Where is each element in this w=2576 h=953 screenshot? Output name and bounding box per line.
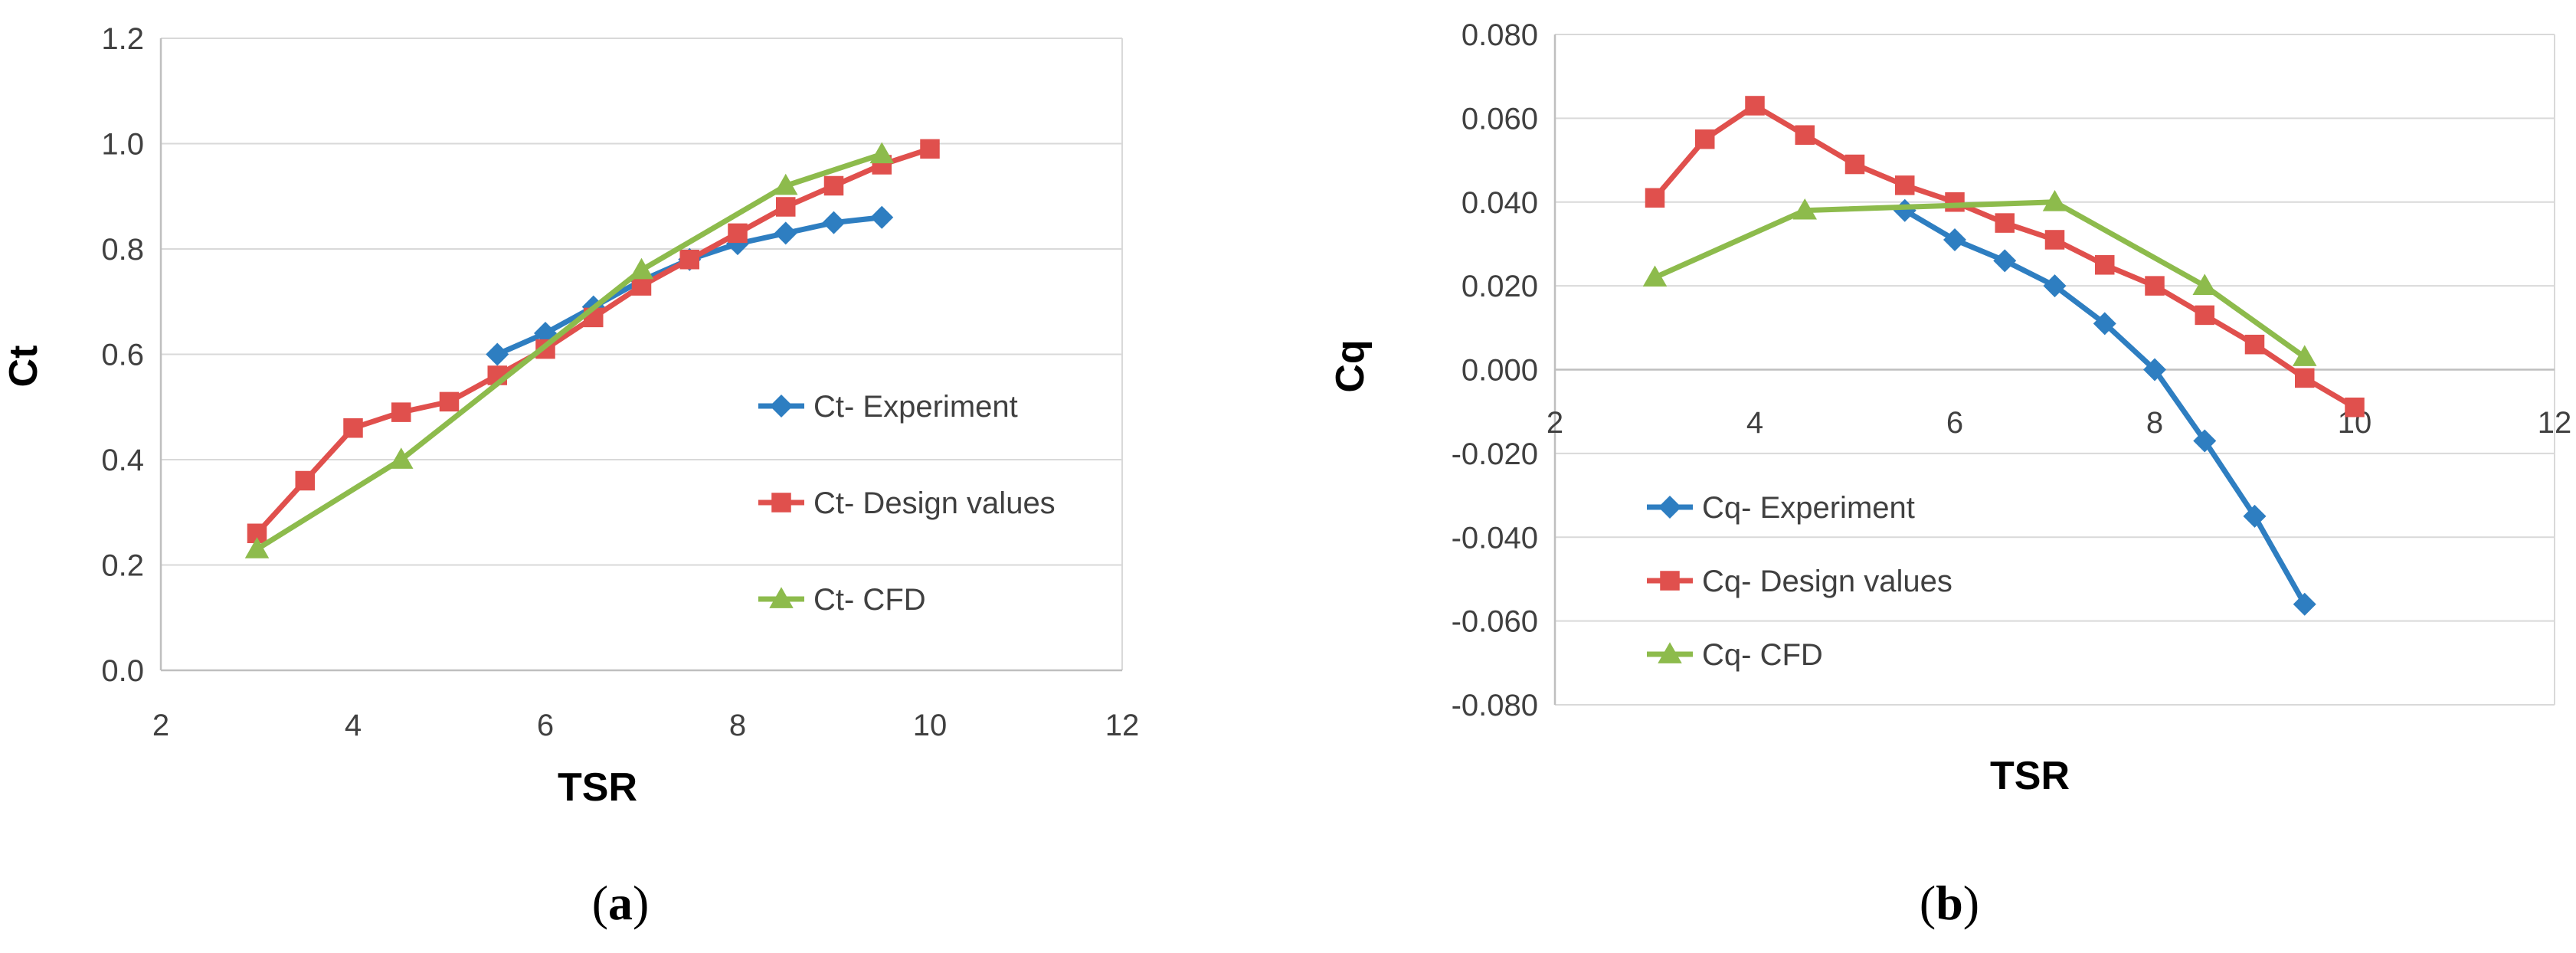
chart-a-series-ct-cfd-point — [389, 447, 414, 469]
chart-b-series-cq-design-values-point — [1945, 192, 1965, 212]
chart-b-series-cq-design-values-point — [2345, 397, 2365, 418]
chart-b-x-tick-label: 6 — [1946, 406, 1963, 440]
chart-a-series-ct-design-values-point — [391, 402, 411, 422]
chart-a-series-ct-design-values-point — [343, 418, 363, 438]
chart-a-series-ct-cfd-point — [244, 537, 270, 558]
chart-a-caption: (a) — [592, 876, 650, 930]
chart-b-series-cq-design-values-point — [1695, 129, 1715, 149]
chart-b-y-tick-label: -0.020 — [1452, 437, 1538, 471]
chart-a-series-ct-design-values-point — [631, 276, 652, 296]
chart-b-series-cq-design-values-point — [1895, 175, 1915, 195]
chart-a-legend-item-label: Ct- Experiment — [813, 390, 1018, 424]
chart-b-series-cq-design-values-point — [1645, 188, 1665, 208]
chart-b-series-cq-experiment-point — [2243, 504, 2267, 528]
chart-a-x-tick-label: 10 — [913, 709, 948, 742]
chart-a-series-ct-design-values-line — [254, 146, 931, 535]
chart-a-legend-item-marker — [769, 587, 794, 608]
chart-b-x-axis-title: TSR — [1990, 754, 2070, 798]
chart-a-series-ct-design-values-point — [728, 223, 748, 244]
chart-b-y-axis-title: Cq — [1328, 339, 1373, 392]
chart-b-series-cq-experiment-point — [2293, 592, 2316, 616]
chart-b-x-tick-label: 2 — [1547, 406, 1563, 440]
chart-b-caption: (b) — [1920, 876, 1979, 930]
chart-b-series-cq-experiment-point — [2193, 429, 2217, 453]
chart-b-series-cq-experiment-point — [2093, 312, 2116, 336]
chart-a-legend-item-marker — [771, 493, 791, 513]
chart-b-legend-item-marker — [1660, 571, 1680, 591]
chart-b-series-cq-experiment-point — [2143, 358, 2166, 382]
chart-a-series-ct-cfd-point — [774, 173, 798, 195]
chart-b-series-cq-design-values-point — [1795, 125, 1815, 145]
chart-b-series-cq-design-values-point — [2044, 230, 2065, 250]
chart-a-series-ct-design-values-point — [439, 391, 460, 412]
chart-a-series-ct-design-values-point — [823, 175, 844, 196]
chart-b-series-cq-design-values-point — [2295, 368, 2315, 388]
chart-b-series-cq-experiment-point — [1943, 228, 1966, 251]
chart-a-legend-item-label: Ct- Design values — [813, 486, 1056, 520]
chart-b-series-cq-design-values-point — [1745, 96, 1765, 116]
chart-a-x-tick-label: 6 — [537, 709, 554, 742]
chart-a-series-ct-experiment-point — [486, 342, 509, 366]
chart-a-series-ct-experiment-point — [774, 221, 797, 245]
chart-a-series-ct-cfd-point — [869, 142, 894, 164]
chart-a-y-tick-label: 1.2 — [101, 22, 144, 56]
chart-a: 0.0 0.2 0.4 0.6 0.8 1.0 1.2 2 4 6 8 10 12 TSR Ct Ct- Ex… — [2, 22, 1139, 930]
chart-b-x-tick-label: 4 — [1746, 406, 1763, 440]
chart-b-series-cq-experiment-point — [2043, 274, 2067, 298]
chart-a-y-tick-label: 0.6 — [101, 339, 144, 372]
chart-b-series-cq-cfd-point — [1642, 265, 1668, 287]
chart-b-series-cq-design-values-point — [1995, 213, 2015, 233]
chart-a-series-ct-design-values-point — [295, 470, 315, 491]
chart-b-series-cq-design-values-point — [2145, 276, 2165, 296]
chart-b-y-tick-label: 0.040 — [1461, 186, 1538, 220]
chart-b-x-tick-label: 8 — [2146, 406, 2163, 440]
chart-b-series-cq-design-values-point — [2244, 334, 2265, 355]
chart-b-series-cq-design-values-point — [1844, 154, 1865, 175]
chart-a-series-ct-design-values-point — [920, 139, 940, 159]
chart-b-y-tick-label: -0.040 — [1452, 521, 1538, 555]
chart-b-series-cq-cfd-point — [2293, 345, 2317, 366]
chart-a-y-tick-label: 0.4 — [101, 444, 144, 477]
chart-b-legend-item-marker — [1658, 496, 1681, 519]
chart-b-y-tick-label: -0.060 — [1452, 605, 1538, 639]
chart-b-y-tick-label: 0.000 — [1461, 354, 1538, 388]
chart-b-series-cq-experiment-point — [1993, 249, 2017, 273]
chart-a-x-tick-label: 8 — [729, 709, 746, 742]
chart-b-x-tick-label: 12 — [2538, 406, 2572, 440]
chart-a-y-axis-title: Ct — [2, 346, 46, 388]
chart-b-series-cq-design-values-point — [2095, 255, 2115, 275]
chart-b-y-tick-label: 0.020 — [1461, 270, 1538, 303]
chart-a-series-ct-design-values-point — [776, 197, 796, 217]
chart-a-y-tick-label: 0.8 — [101, 233, 144, 267]
chart-b-legend-item-label: Cq- Design values — [1702, 565, 1952, 598]
chart-b-y-tick-label: 0.080 — [1461, 18, 1538, 52]
chart-b: -0.080 -0.060 -0.040 -0.020 0.000 0.020 0.040 0… — [1328, 18, 2571, 930]
chart-a-legend-item-label: Ct- CFD — [813, 583, 926, 617]
chart-a-series-ct-experiment-point — [822, 211, 846, 234]
chart-a-x-tick-label: 12 — [1105, 709, 1140, 742]
chart-a-y-tick-label: 0.0 — [101, 654, 144, 688]
chart-b-series-cq-design-values-point — [2195, 305, 2214, 326]
chart-a-y-tick-label: 0.2 — [101, 549, 144, 583]
chart-a-series-ct-cfd-point — [629, 257, 654, 280]
chart-b-legend-item-marker — [1658, 642, 1682, 663]
chart-a-x-tick-label: 2 — [152, 709, 169, 742]
chart-b-series-cq-cfd-point — [2042, 190, 2067, 211]
chart-b-y-tick-label: -0.080 — [1452, 689, 1538, 722]
chart-b-series-cq-cfd-point — [2192, 273, 2217, 295]
chart-a-y-tick-label: 1.0 — [101, 128, 144, 162]
chart-b-legend-item-label: Cq- Experiment — [1702, 491, 1915, 525]
chart-a-series-ct-design-values-point — [679, 250, 699, 270]
chart-a-series-ct-experiment-point — [870, 205, 894, 229]
chart-b-legend-item-label: Cq- CFD — [1702, 638, 1823, 672]
chart-b-y-tick-label: 0.060 — [1461, 102, 1538, 136]
chart-a-x-axis-title: TSR — [558, 765, 637, 810]
chart-a-x-tick-label: 4 — [345, 709, 362, 742]
chart-a-legend-item-marker — [770, 395, 793, 418]
chart-b-series-cq-cfd-point — [1792, 198, 1817, 220]
